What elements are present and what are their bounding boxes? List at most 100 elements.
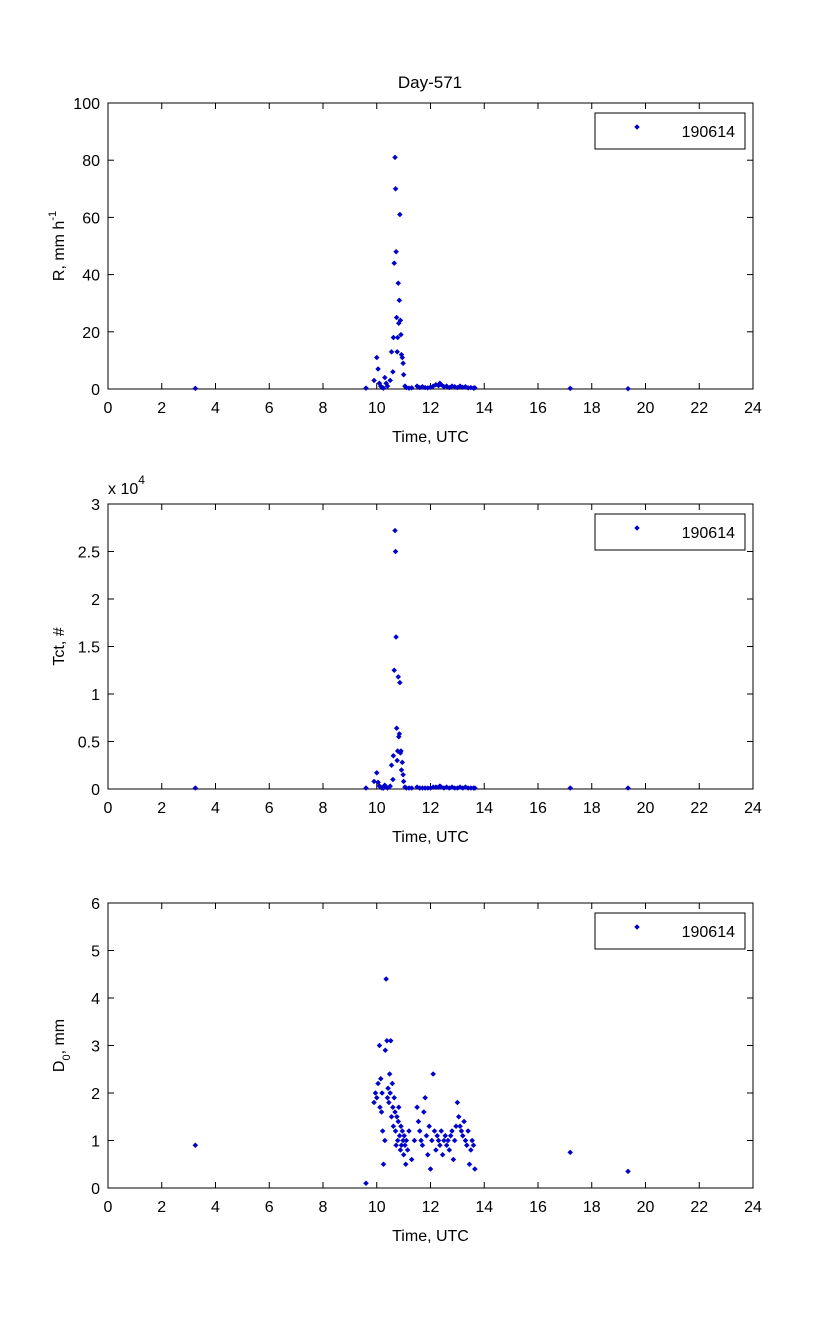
data-point	[388, 1113, 395, 1120]
data-point	[471, 785, 478, 791]
data-point	[377, 1075, 384, 1082]
data-point	[401, 1132, 408, 1139]
data-point	[393, 634, 399, 640]
data-point	[395, 674, 402, 680]
data-point	[388, 762, 395, 769]
y-tick-label: 60	[82, 210, 100, 227]
x-tick-label: 4	[211, 1199, 220, 1216]
data-point	[396, 731, 403, 737]
x-axis-label: Time, UTC	[392, 829, 469, 846]
data-point	[419, 1142, 426, 1149]
y-tick-label: 5	[91, 944, 100, 961]
y-axis-label-suffix: , mm	[51, 1019, 68, 1055]
data-point	[383, 976, 390, 982]
y-tick-label: 1	[91, 1134, 100, 1151]
data-point	[399, 1128, 406, 1134]
x-tick-label: 4	[211, 800, 220, 817]
x-tick-label: 24	[744, 800, 762, 817]
data-point	[459, 1132, 466, 1139]
data-point	[463, 1142, 470, 1149]
data-point	[391, 667, 398, 674]
data-point	[390, 1123, 397, 1130]
data-point	[388, 348, 395, 355]
data-point	[423, 1132, 430, 1139]
data-point	[430, 1071, 437, 1077]
data-point	[400, 360, 406, 367]
data-point	[384, 383, 391, 389]
data-point	[381, 1137, 388, 1144]
data-point	[392, 1109, 398, 1115]
x-tick-label: 8	[319, 800, 328, 817]
data-point	[439, 1151, 446, 1158]
data-point	[397, 679, 403, 686]
data-point	[434, 1132, 441, 1139]
x-tick-label: 0	[104, 1199, 113, 1216]
data-point	[428, 1137, 435, 1144]
x-tick-label: 20	[637, 800, 655, 817]
x-tick-label: 24	[744, 400, 762, 417]
data-point	[399, 354, 406, 361]
y-tick-label: 100	[73, 96, 100, 113]
data-point	[373, 354, 380, 361]
data-point	[385, 1085, 391, 1092]
x-tick-label: 2	[157, 400, 166, 417]
data-point	[380, 1161, 387, 1168]
data-point	[382, 1047, 389, 1054]
x-tick-label: 20	[637, 1199, 655, 1216]
data-point	[397, 1147, 404, 1153]
x-tick-label: 18	[583, 800, 601, 817]
data-point	[427, 1166, 434, 1172]
data-point	[392, 548, 399, 555]
data-point	[391, 260, 398, 267]
data-point	[424, 1151, 431, 1158]
x-tick-label: 16	[529, 1199, 547, 1216]
axes-frame	[107, 102, 754, 390]
data-point	[435, 1137, 442, 1144]
data-point	[438, 1128, 445, 1134]
data-point	[457, 383, 463, 389]
figure-title: Day-571	[398, 73, 462, 92]
data-point	[384, 1094, 391, 1101]
data-point	[415, 1118, 422, 1125]
data-point	[567, 1149, 574, 1156]
y-scale-exponent: 4	[138, 473, 145, 487]
data-point	[387, 783, 394, 790]
data-point	[378, 1109, 385, 1115]
data-point	[418, 1137, 424, 1144]
data-point	[395, 1104, 402, 1111]
data-point	[567, 385, 574, 392]
data-point	[389, 1080, 396, 1087]
x-tick-label: 22	[690, 400, 708, 417]
data-point	[402, 1142, 408, 1149]
data-point	[371, 778, 377, 785]
y-tick-label: 2.5	[78, 545, 100, 562]
data-point	[363, 785, 369, 791]
data-point	[395, 280, 402, 287]
data-point	[393, 725, 400, 732]
x-tick-label: 0	[104, 800, 113, 817]
data-point	[403, 1137, 410, 1144]
data-point	[394, 757, 401, 764]
data-point	[398, 767, 405, 773]
data-point	[454, 1099, 461, 1106]
data-point	[462, 383, 469, 390]
legend-marker	[634, 924, 640, 930]
data-point	[394, 334, 401, 341]
y-tick-label: 80	[82, 153, 100, 170]
data-point	[398, 1123, 404, 1130]
x-axis-label: Time, UTC	[392, 429, 469, 446]
x-tick-label: 4	[211, 400, 220, 417]
data-point	[379, 1090, 385, 1096]
data-point	[390, 776, 396, 783]
x-tick-label: 22	[690, 800, 708, 817]
data-point	[398, 331, 404, 338]
data-point	[373, 769, 380, 776]
x-tick-label: 10	[368, 800, 386, 817]
y-tick-label: 2	[91, 1086, 100, 1103]
data-point	[567, 785, 574, 791]
data-point	[449, 1128, 455, 1134]
data-point	[399, 759, 406, 766]
legend-marker	[634, 124, 640, 130]
data-point	[466, 1161, 473, 1168]
